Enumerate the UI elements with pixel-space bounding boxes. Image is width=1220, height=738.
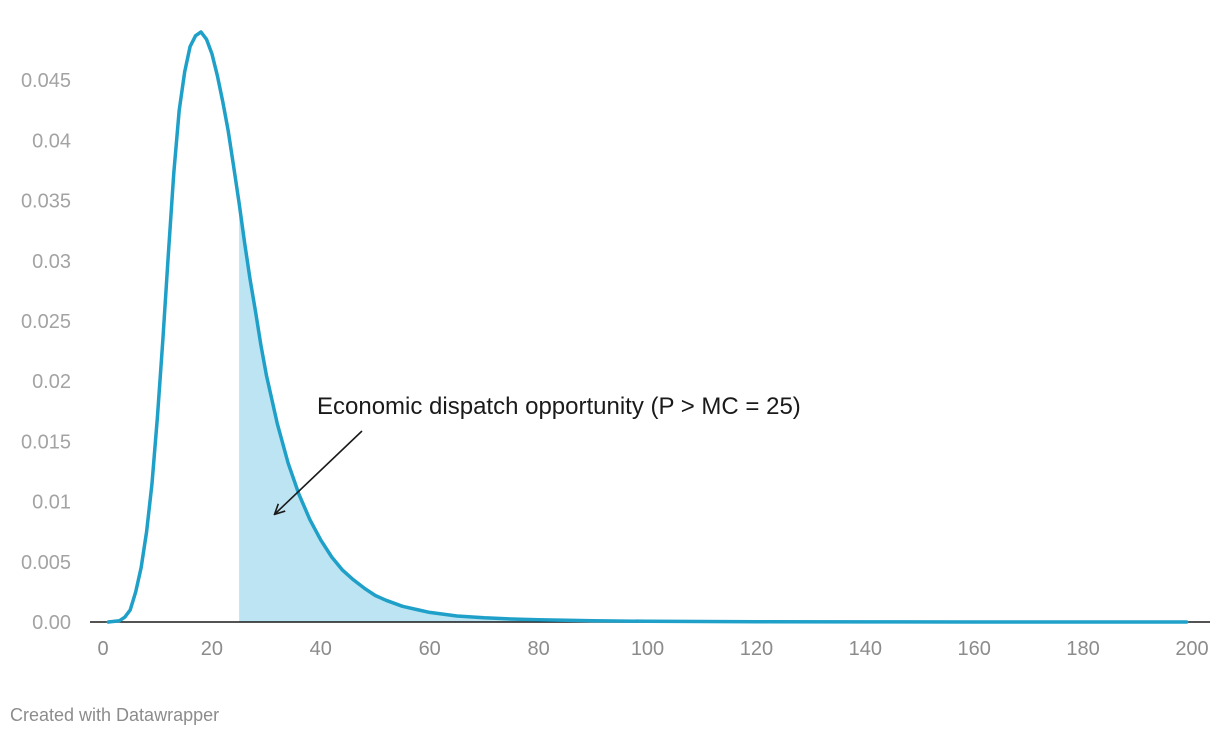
x-tick-label: 160: [958, 638, 991, 660]
y-axis-ticks: 0.00 0.005 0.01 0.015 0.02 0.025 0.03 0.035 0.04…: [21, 70, 71, 634]
y-tick-label: 0.045: [21, 70, 71, 92]
y-tick-label: 0.015: [21, 431, 71, 453]
x-tick-label: 60: [419, 638, 441, 660]
x-tick-label: 140: [849, 638, 882, 660]
y-tick-label: 0.00: [32, 612, 71, 634]
y-tick-label: 0.03: [32, 251, 71, 273]
x-tick-label: 100: [631, 638, 664, 660]
annotation-label: Economic dispatch opportunity (P > MC = …: [317, 393, 801, 420]
y-tick-label: 0.02: [32, 371, 71, 393]
x-axis-ticks: 0 20 40 60 80 100 120 140 160 180 200: [97, 638, 1208, 660]
y-tick-label: 0.04: [32, 130, 71, 152]
x-tick-label: 120: [740, 638, 773, 660]
y-tick-label: 0.035: [21, 191, 71, 213]
x-tick-label: 0: [97, 638, 108, 660]
x-tick-label: 40: [310, 638, 332, 660]
footer-credit: Created with Datawrapper: [10, 705, 219, 725]
x-tick-label: 180: [1066, 638, 1099, 660]
annotation-arrow: [275, 430, 363, 514]
y-tick-label: 0.025: [21, 311, 71, 333]
x-tick-label: 200: [1175, 638, 1208, 660]
density-curve: [106, 30, 1189, 624]
x-tick-label: 20: [201, 638, 223, 660]
y-tick-label: 0.005: [21, 552, 71, 574]
economic-dispatch-shaded-area: [239, 203, 1187, 622]
x-tick-label: 80: [527, 638, 549, 660]
y-tick-label: 0.01: [32, 492, 71, 514]
